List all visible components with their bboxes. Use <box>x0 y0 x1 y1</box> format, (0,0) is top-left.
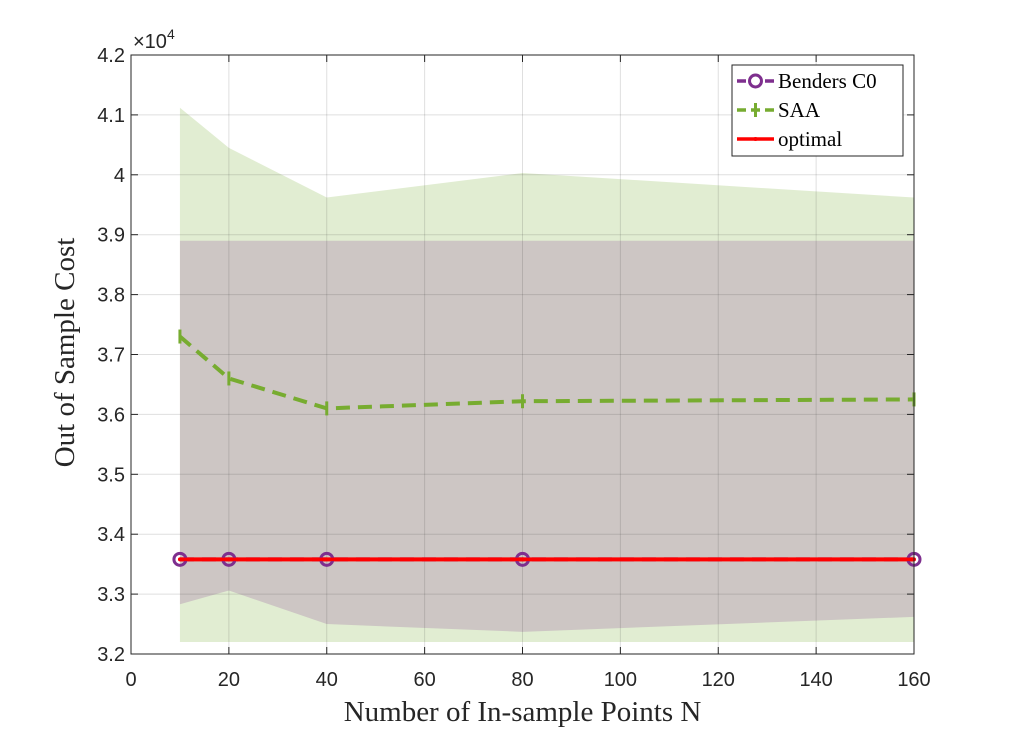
x-tick-label: 100 <box>604 669 637 691</box>
legend-marker-optimal <box>753 137 758 141</box>
legend-marker-benders-c0 <box>748 73 763 89</box>
y-tick-label: 4 <box>114 165 125 187</box>
x-axis-ticks: 0 20 40 60 80 100 120 140 160 <box>125 55 931 691</box>
x-tick-label: 40 <box>316 669 338 691</box>
band-benders-c0 <box>179 240 914 632</box>
y-tick-label: 3.7 <box>97 345 125 367</box>
y-tick-label: 3.4 <box>97 524 125 546</box>
y-tick-label: 4.2 <box>97 45 125 67</box>
y-tick-label: 3.5 <box>97 464 125 486</box>
y-axis-exponent-power: 4 <box>167 26 175 42</box>
x-tick-label: 0 <box>125 669 136 691</box>
y-axis-exponent-base: ×10 <box>133 31 167 53</box>
y-tick-label: 4.1 <box>97 105 125 127</box>
y-axis-exponent: ×104 <box>133 26 175 53</box>
legend-label-benders-c0: Benders C0 <box>778 69 877 93</box>
y-tick-label: 3.8 <box>97 285 125 307</box>
x-tick-label: 140 <box>799 669 832 691</box>
band-saa <box>179 107 914 643</box>
x-tick-label: 160 <box>897 669 930 691</box>
confidence-bands <box>179 107 914 643</box>
legend: Benders C0 SAA optimal <box>731 64 904 157</box>
x-tick-label: 80 <box>511 669 533 691</box>
y-axis-ticks: 3.2 3.3 3.4 3.5 3.6 3.7 3.8 3.9 4 4.1 4.2 <box>97 45 914 666</box>
y-axis-label: Out of Sample Cost <box>49 238 81 468</box>
x-tick-label: 20 <box>218 669 240 691</box>
legend-label-optimal: optimal <box>778 127 842 151</box>
x-tick-label: 120 <box>702 669 735 691</box>
y-tick-label: 3.2 <box>97 644 125 666</box>
y-tick-label: 3.3 <box>97 584 125 606</box>
series-markers <box>172 329 922 567</box>
y-tick-label: 3.9 <box>97 225 125 247</box>
x-axis-label: Number of In-sample Points N <box>344 696 702 728</box>
y-tick-label: 3.6 <box>97 404 125 426</box>
x-tick-label: 60 <box>414 669 436 691</box>
legend-label-saa: SAA <box>778 98 821 122</box>
